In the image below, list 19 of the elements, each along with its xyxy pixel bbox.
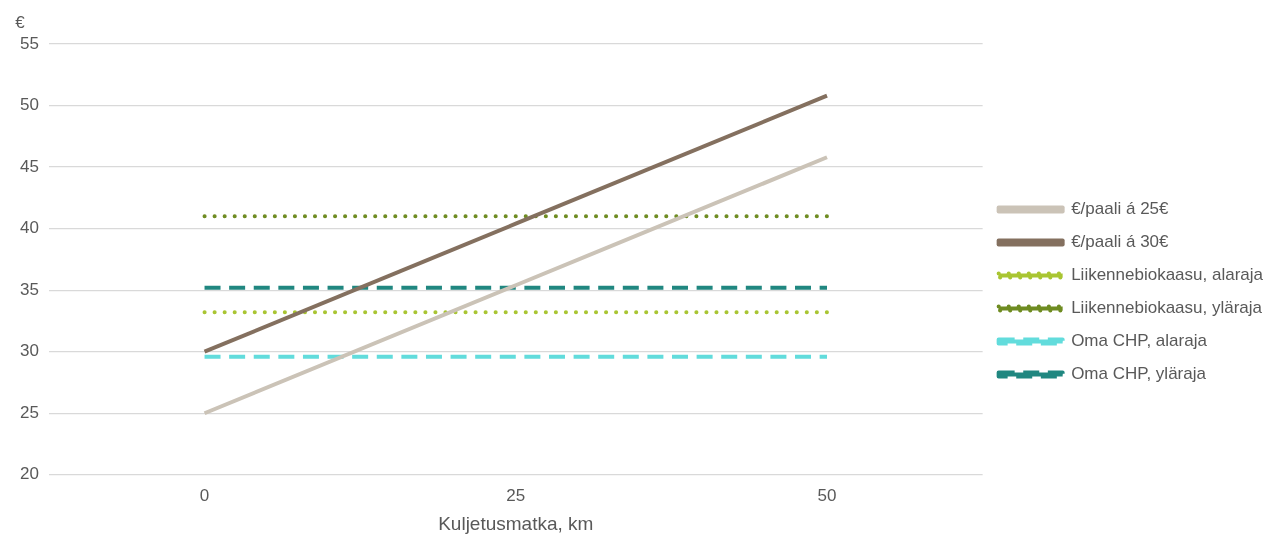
y-tick-label: 35 — [19, 279, 39, 299]
x-tick-label: 25 — [506, 485, 526, 505]
x-tick-label: 0 — [199, 485, 210, 505]
y-tick-label: 40 — [19, 218, 39, 238]
legend-label: €/paali á 30€ — [1071, 232, 1170, 252]
y-tick-label: 30 — [19, 341, 39, 361]
legend-label: Oma CHP, alaraja — [1071, 331, 1208, 351]
y-tick-label: 20 — [19, 464, 39, 484]
legend-label: Liikennebiokaasu, alaraja — [1071, 265, 1264, 285]
y-axis-title: € — [15, 13, 26, 33]
y-tick-label: 55 — [19, 33, 39, 53]
legend-label: €/paali á 25€ — [1071, 199, 1170, 219]
y-tick-label: 50 — [19, 95, 39, 115]
y-tick-label: 25 — [19, 402, 39, 422]
y-tick-label: 45 — [19, 156, 39, 176]
x-axis-title: Kuljetusmatka, km — [438, 512, 594, 534]
legend-label: Liikennebiokaasu, yläraja — [1071, 298, 1263, 318]
x-tick-label: 50 — [817, 485, 837, 505]
legend-label: Oma CHP, yläraja — [1071, 364, 1207, 384]
